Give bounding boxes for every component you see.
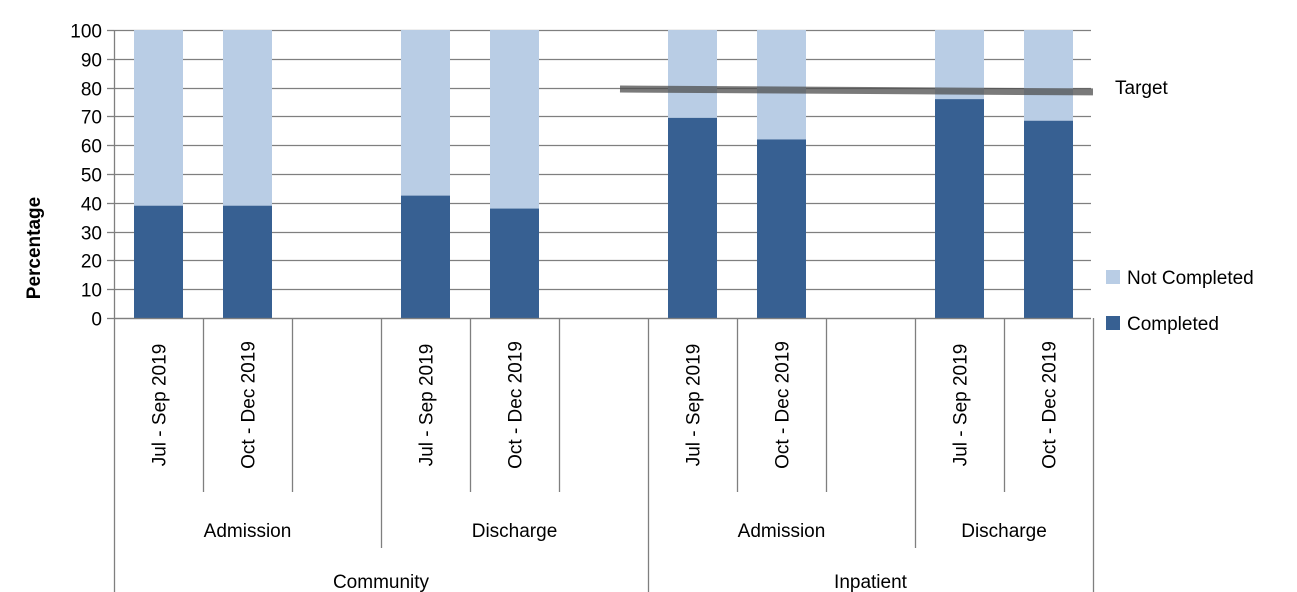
bar-not-completed xyxy=(223,30,272,206)
bar-not-completed xyxy=(401,30,450,196)
y-tick-label: 60 xyxy=(81,137,102,158)
x-period-label: Jul - Sep 2019 xyxy=(951,344,972,467)
y-tick-label: 10 xyxy=(81,281,102,302)
x-period-label: Oct - Dec 2019 xyxy=(506,341,527,469)
x-period-label: Oct - Dec 2019 xyxy=(239,341,260,469)
bar-completed xyxy=(401,195,450,318)
y-axis-label: Percentage xyxy=(24,197,45,299)
bar-not-completed xyxy=(490,30,539,209)
x-subgroup-label: Admission xyxy=(204,521,292,542)
x-period-label: Jul - Sep 2019 xyxy=(684,344,705,467)
y-tick-label: 20 xyxy=(81,252,102,273)
target-layer: Target xyxy=(619,78,1169,99)
y-tick-label: 50 xyxy=(81,166,102,187)
y-tick-label: 100 xyxy=(70,22,102,43)
bar-not-completed xyxy=(1024,30,1073,121)
bar-not-completed xyxy=(134,30,183,206)
bar-not-completed xyxy=(757,30,806,140)
bar-completed xyxy=(490,208,539,318)
x-category-labels: Jul - Sep 2019 Oct - Dec 2019 Jul - Sep 20… xyxy=(150,341,1061,592)
x-subgroup-label: Admission xyxy=(738,521,826,542)
x-period-label: Jul - Sep 2019 xyxy=(417,344,438,467)
legend-swatch xyxy=(1106,270,1120,284)
bar-completed xyxy=(1024,120,1073,318)
x-subgroup-label: Discharge xyxy=(961,521,1047,542)
x-period-label: Oct - Dec 2019 xyxy=(773,341,794,469)
x-group-label: Inpatient xyxy=(834,572,908,592)
y-tick-labels: 0 10 20 30 40 50 60 70 80 90 100 xyxy=(70,22,102,331)
bars xyxy=(134,30,1073,319)
y-tick-label: 0 xyxy=(91,310,102,331)
bar-completed xyxy=(935,99,984,319)
bar-completed xyxy=(134,205,183,318)
bar-completed xyxy=(223,205,272,318)
target-label: Target xyxy=(1115,78,1169,99)
bar-not-completed xyxy=(668,30,717,118)
target-line xyxy=(619,85,1094,96)
legend-label: Completed xyxy=(1127,314,1219,335)
bar-completed xyxy=(757,139,806,318)
axes xyxy=(107,29,1095,592)
bar-completed xyxy=(668,117,717,318)
y-tick-label: 70 xyxy=(81,108,102,129)
x-subgroup-label: Discharge xyxy=(472,521,558,542)
legend-label: Not Completed xyxy=(1127,268,1254,289)
legend: Not Completed Completed xyxy=(1106,268,1254,335)
y-tick-label: 90 xyxy=(81,51,102,72)
gridlines xyxy=(114,29,1091,320)
y-tick-label: 30 xyxy=(81,224,102,245)
legend-swatch xyxy=(1106,316,1120,330)
y-tick-label: 40 xyxy=(81,195,102,216)
x-group-label: Community xyxy=(333,572,430,592)
x-period-label: Oct - Dec 2019 xyxy=(1040,341,1061,469)
x-period-label: Jul - Sep 2019 xyxy=(150,344,171,467)
y-tick-label: 80 xyxy=(81,80,102,101)
